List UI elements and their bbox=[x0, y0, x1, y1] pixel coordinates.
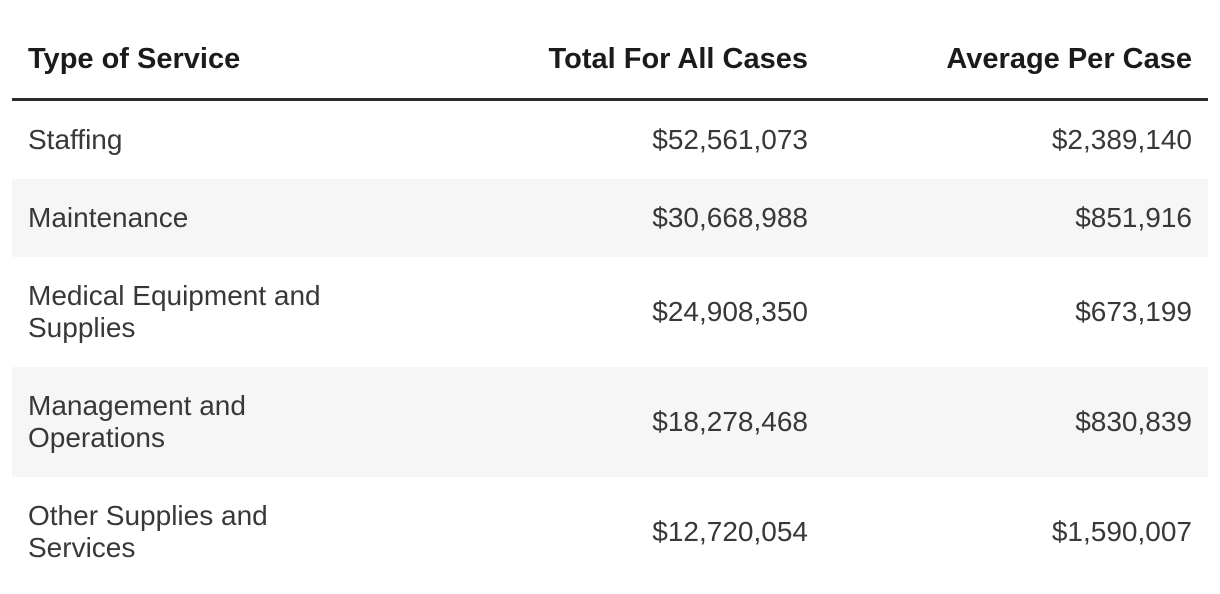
column-header-average-per-case: Average Per Case bbox=[808, 0, 1208, 101]
service-type-cell: Maintenance bbox=[28, 202, 189, 233]
table-row: Other Supplies and Services $12,720,054 … bbox=[12, 477, 1208, 587]
service-type-cell: Medical Equipment and Supplies bbox=[28, 280, 321, 343]
service-type-cell: Management and Operations bbox=[28, 390, 246, 453]
total-for-all-cases-cell: $12,720,054 bbox=[652, 516, 808, 547]
average-per-case-cell: $830,839 bbox=[1075, 406, 1192, 437]
average-per-case-cell: $2,389,140 bbox=[1051, 124, 1192, 155]
total-for-all-cases-cell: $30,668,988 bbox=[652, 202, 808, 233]
cost-of-service-table: Type of Service Total For All Cases Aver… bbox=[12, 0, 1208, 587]
average-per-case-cell: $1,590,007 bbox=[1051, 516, 1192, 547]
total-for-all-cases-cell: $18,278,468 bbox=[652, 406, 808, 437]
table-row: Maintenance $30,668,988 $851,916 bbox=[12, 179, 1208, 257]
table-row: Management and Operations $18,278,468 $8… bbox=[12, 367, 1208, 477]
service-type-cell: Staffing bbox=[28, 124, 123, 155]
table-header: Type of Service Total For All Cases Aver… bbox=[12, 0, 1208, 101]
header-row: Type of Service Total For All Cases Aver… bbox=[12, 0, 1208, 101]
table-body: Staffing $52,561,073 $2,389,140 Maintena… bbox=[12, 99, 1208, 587]
column-header-type-of-service: Type of Service bbox=[12, 0, 372, 101]
service-type-cell: Other Supplies and Services bbox=[28, 500, 268, 563]
column-header-total-for-all-cases: Total For All Cases bbox=[372, 0, 808, 101]
table-row: Staffing $52,561,073 $2,389,140 bbox=[12, 99, 1208, 179]
average-per-case-cell: $851,916 bbox=[1075, 202, 1192, 233]
average-per-case-cell: $673,199 bbox=[1075, 296, 1192, 327]
total-for-all-cases-cell: $52,561,073 bbox=[652, 124, 808, 155]
total-for-all-cases-cell: $24,908,350 bbox=[652, 296, 808, 327]
table-row: Medical Equipment and Supplies $24,908,3… bbox=[12, 257, 1208, 367]
